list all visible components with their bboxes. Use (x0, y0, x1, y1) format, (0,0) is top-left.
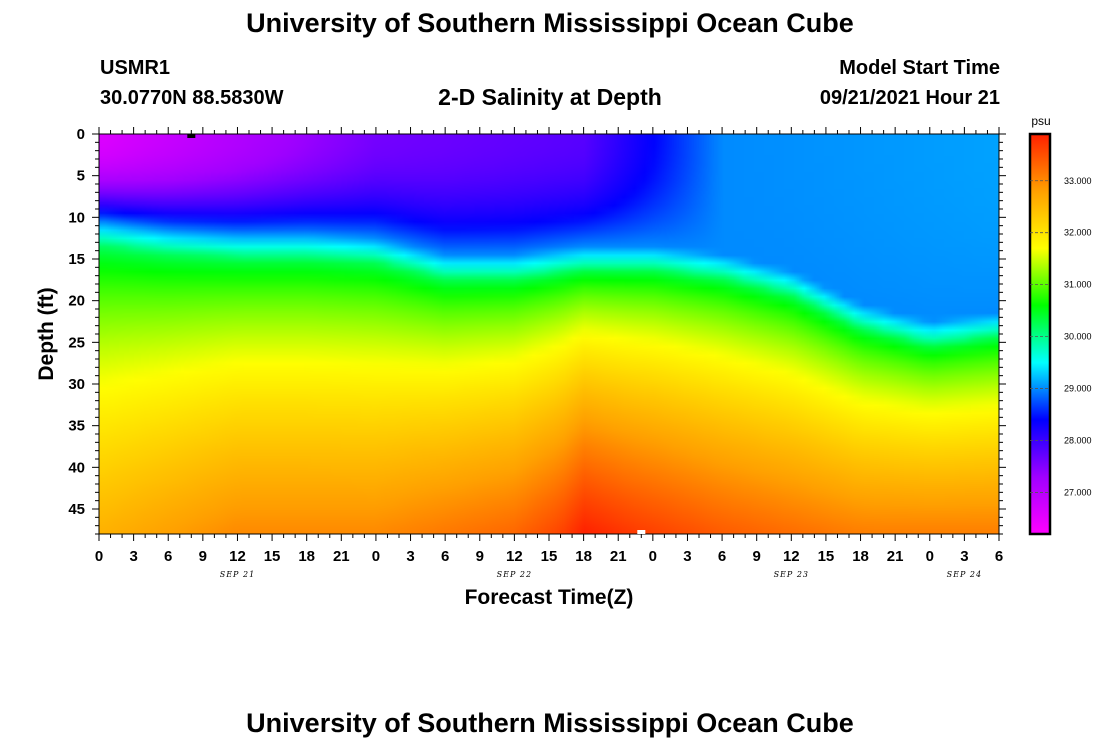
x-tick-label: 3 (129, 548, 137, 565)
x-axis-title: Forecast Time(Z) (465, 586, 634, 609)
colorbar-tick-label: 28.000 (1064, 435, 1092, 445)
y-tick-label: 40 (68, 459, 85, 476)
y-axis: 0 5 10 15 20 25 30 35 40 45 (68, 126, 1006, 535)
x-tick-label: 6 (164, 548, 172, 565)
date-label: SEP 23 (774, 570, 809, 579)
station-id: USMR1 (100, 57, 171, 79)
model-start-value: 09/21/2021 Hour 21 (819, 87, 1000, 109)
x-tick-label: 18 (298, 548, 315, 565)
y-tick-label: 35 (68, 418, 85, 435)
y-tick-label: 45 (68, 501, 85, 518)
x-tick-label: 9 (476, 548, 484, 565)
y-tick-label: 15 (68, 251, 85, 268)
colorbar-gradient (1028, 132, 1052, 536)
colorbar-tick-label: 33.000 (1064, 176, 1092, 186)
x-tick-label: 18 (852, 548, 869, 565)
page-title: University of Southern Mississippi Ocean… (246, 8, 854, 38)
colorbar-tick-label: 29.000 (1064, 384, 1092, 394)
heatmap-image (99, 134, 999, 534)
x-tick-label: 3 (960, 548, 968, 565)
x-tick-label: 15 (264, 548, 281, 565)
y-axis-title: Depth (ft) (35, 287, 58, 380)
x-tick-label: 21 (333, 548, 350, 565)
x-tick-label: 0 (926, 548, 934, 565)
x-tick-label: 0 (649, 548, 657, 565)
x-tick-label: 3 (683, 548, 691, 565)
station-coordinates: 30.0770N 88.5830W (100, 87, 284, 109)
y-tick-label: 20 (68, 293, 85, 310)
time-marker (187, 134, 196, 138)
y-tick-label: 30 (68, 376, 85, 393)
x-tick-label: 3 (406, 548, 414, 565)
x-tick-label: 18 (575, 548, 592, 565)
time-marker (637, 530, 646, 534)
colorbar-unit: psu (1031, 114, 1050, 128)
y-tick-label: 25 (68, 334, 85, 351)
date-label: SEP 22 (497, 570, 532, 579)
y-tick-label: 5 (77, 168, 85, 185)
footer-title: University of Southern Mississippi Ocean… (246, 708, 854, 738)
x-tick-label: 21 (610, 548, 627, 565)
date-label: SEP 21 (220, 570, 255, 579)
x-tick-label: 12 (506, 548, 523, 565)
colorbar: psu 27.000 28.000 29.000 30.000 31.000 32.000… (1028, 114, 1092, 536)
x-tick-label: 12 (783, 548, 800, 565)
x-tick-label: 12 (229, 548, 246, 565)
x-tick-label: 6 (441, 548, 449, 565)
x-tick-label: 15 (541, 548, 558, 565)
time-markers (187, 134, 646, 534)
x-tick-label: 6 (995, 548, 1003, 565)
y-tick-label: 0 (77, 126, 85, 143)
colorbar-tick-label: 30.000 (1064, 332, 1092, 342)
x-tick-label: 0 (95, 548, 103, 565)
y-tick-label: 10 (68, 209, 85, 226)
colorbar-tick-label: 27.000 (1064, 487, 1092, 497)
x-tick-label: 15 (818, 548, 835, 565)
colorbar-tick-label: 31.000 (1064, 280, 1092, 290)
model-start-label: Model Start Time (839, 57, 1000, 79)
x-tick-label: 6 (718, 548, 726, 565)
x-tick-label: 21 (887, 548, 904, 565)
chart-title: 2-D Salinity at Depth (438, 84, 662, 110)
colorbar-tick-label: 32.000 (1064, 228, 1092, 238)
date-label: SEP 24 (947, 570, 982, 579)
x-tick-label: 9 (199, 548, 207, 565)
x-axis: 0 3 6 9 12 15 18 21 0 3 6 9 12 15 18 21 0 3 6 9 12 15 18 21 0 3 6 S… (95, 127, 1003, 579)
x-tick-label: 9 (753, 548, 761, 565)
x-tick-label: 0 (372, 548, 380, 565)
